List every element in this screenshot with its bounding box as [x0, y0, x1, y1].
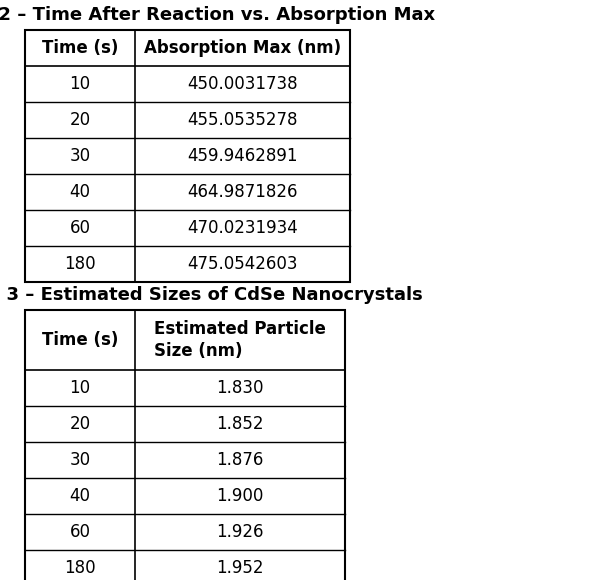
Text: 20: 20 [69, 415, 91, 433]
Text: 10: 10 [69, 379, 91, 397]
Text: 180: 180 [64, 559, 96, 577]
Text: 1.952: 1.952 [216, 559, 264, 577]
Text: 1.900: 1.900 [216, 487, 264, 505]
Text: 1.876: 1.876 [216, 451, 264, 469]
Text: 470.0231934: 470.0231934 [187, 219, 298, 237]
Text: 450.0031738: 450.0031738 [187, 75, 298, 93]
Text: Absorption Max (nm): Absorption Max (nm) [144, 39, 341, 57]
Text: 10: 10 [69, 75, 91, 93]
Text: 30: 30 [69, 147, 91, 165]
Text: 40: 40 [69, 487, 91, 505]
Text: 1.926: 1.926 [216, 523, 264, 541]
Text: Table 2 – Time After Reaction vs. Absorption Max: Table 2 – Time After Reaction vs. Absorp… [0, 6, 435, 24]
Text: 464.9871826: 464.9871826 [187, 183, 298, 201]
Text: Table 3 – Estimated Sizes of CdSe Nanocrystals: Table 3 – Estimated Sizes of CdSe Nanocr… [0, 286, 423, 304]
Text: 30: 30 [69, 451, 91, 469]
Text: 475.0542603: 475.0542603 [187, 255, 298, 273]
Text: 455.0535278: 455.0535278 [187, 111, 298, 129]
Text: 1.852: 1.852 [216, 415, 264, 433]
Text: Estimated Particle
Size (nm): Estimated Particle Size (nm) [154, 320, 326, 360]
Text: 60: 60 [69, 523, 91, 541]
Text: 60: 60 [69, 219, 91, 237]
Text: 40: 40 [69, 183, 91, 201]
Text: 1.830: 1.830 [216, 379, 264, 397]
Text: 459.9462891: 459.9462891 [187, 147, 298, 165]
Text: Time (s): Time (s) [42, 331, 118, 349]
Text: Time (s): Time (s) [42, 39, 118, 57]
Bar [25, 310, 345, 580]
Bar [25, 30, 350, 282]
Text: 180: 180 [64, 255, 96, 273]
Text: 20: 20 [69, 111, 91, 129]
